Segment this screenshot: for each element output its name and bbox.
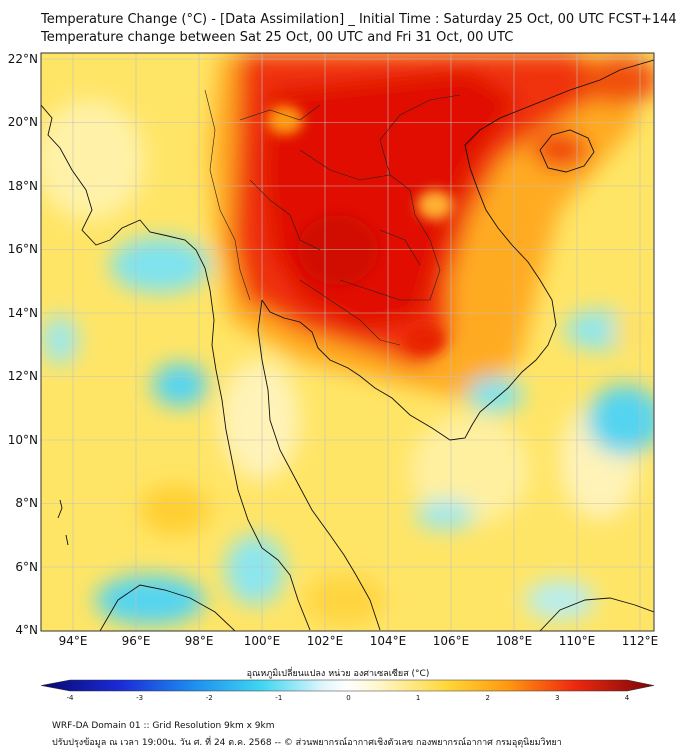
colorbar-tick: 2 [485, 694, 490, 702]
footer-model-info: WRF-DA Domain 01 :: Grid Resolution 9km … [52, 721, 275, 731]
lon-label: 112°E [621, 634, 659, 648]
lat-label: 20°N [7, 115, 38, 129]
lon-label: 102°E [306, 634, 344, 648]
lat-label: 6°N [15, 560, 38, 574]
colorbar [40, 679, 655, 692]
lat-label: 18°N [7, 179, 38, 193]
map-subtitle: Temperature change between Sat 25 Oct, 0… [41, 30, 514, 45]
lat-label: 22°N [7, 52, 38, 66]
lon-label: 96°E [121, 634, 151, 648]
lon-label: 98°E [184, 634, 214, 648]
lat-label: 12°N [7, 369, 38, 383]
lon-label: 100°E [243, 634, 281, 648]
lat-label: 16°N [7, 242, 38, 256]
colorbar-tick: -2 [205, 694, 213, 702]
colorbar-tick: 3 [555, 694, 560, 702]
footer-credit: ปรับปรุงข้อมูล ณ เวลา 19:00น. วัน ศ. ที่… [52, 738, 562, 748]
temperature-field [41, 53, 654, 631]
lon-label: 106°E [432, 634, 470, 648]
map-frame [40, 52, 655, 632]
colorbar-tick: -1 [275, 694, 283, 702]
colorbar-title: อุณหภูมิเปลี่ยนแปลง หน่วย องศาเซลเซียส (… [246, 669, 430, 679]
map-title: Temperature Change (°C) - [Data Assimila… [41, 12, 676, 27]
colorbar-tick: -3 [136, 694, 144, 702]
lat-label: 10°N [7, 433, 38, 447]
lat-label: 14°N [7, 306, 38, 320]
lat-label: 8°N [15, 496, 38, 510]
coastlines-borders [41, 59, 654, 631]
graticule [41, 53, 654, 631]
admin-borders [204, 89, 461, 346]
lon-label: 108°E [495, 634, 533, 648]
lon-label: 110°E [558, 634, 596, 648]
colorbar-tick: 4 [624, 694, 630, 702]
colorbar-tick: -4 [66, 694, 74, 702]
lon-label: 94°E [58, 634, 88, 648]
colorbar-ramp [40, 679, 655, 692]
lon-label: 104°E [369, 634, 407, 648]
colorbar-tick: 0 [346, 694, 351, 702]
lat-label: 4°N [15, 623, 38, 637]
colorbar-tick: 1 [415, 694, 421, 702]
